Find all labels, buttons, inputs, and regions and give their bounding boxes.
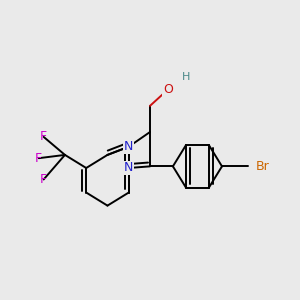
Text: F: F <box>40 173 47 186</box>
Text: Br: Br <box>255 160 269 173</box>
Text: N: N <box>124 161 134 175</box>
Text: N: N <box>124 140 134 153</box>
Text: H: H <box>182 72 190 82</box>
Text: F: F <box>40 130 47 143</box>
Text: O: O <box>163 83 173 96</box>
Text: F: F <box>35 152 42 165</box>
